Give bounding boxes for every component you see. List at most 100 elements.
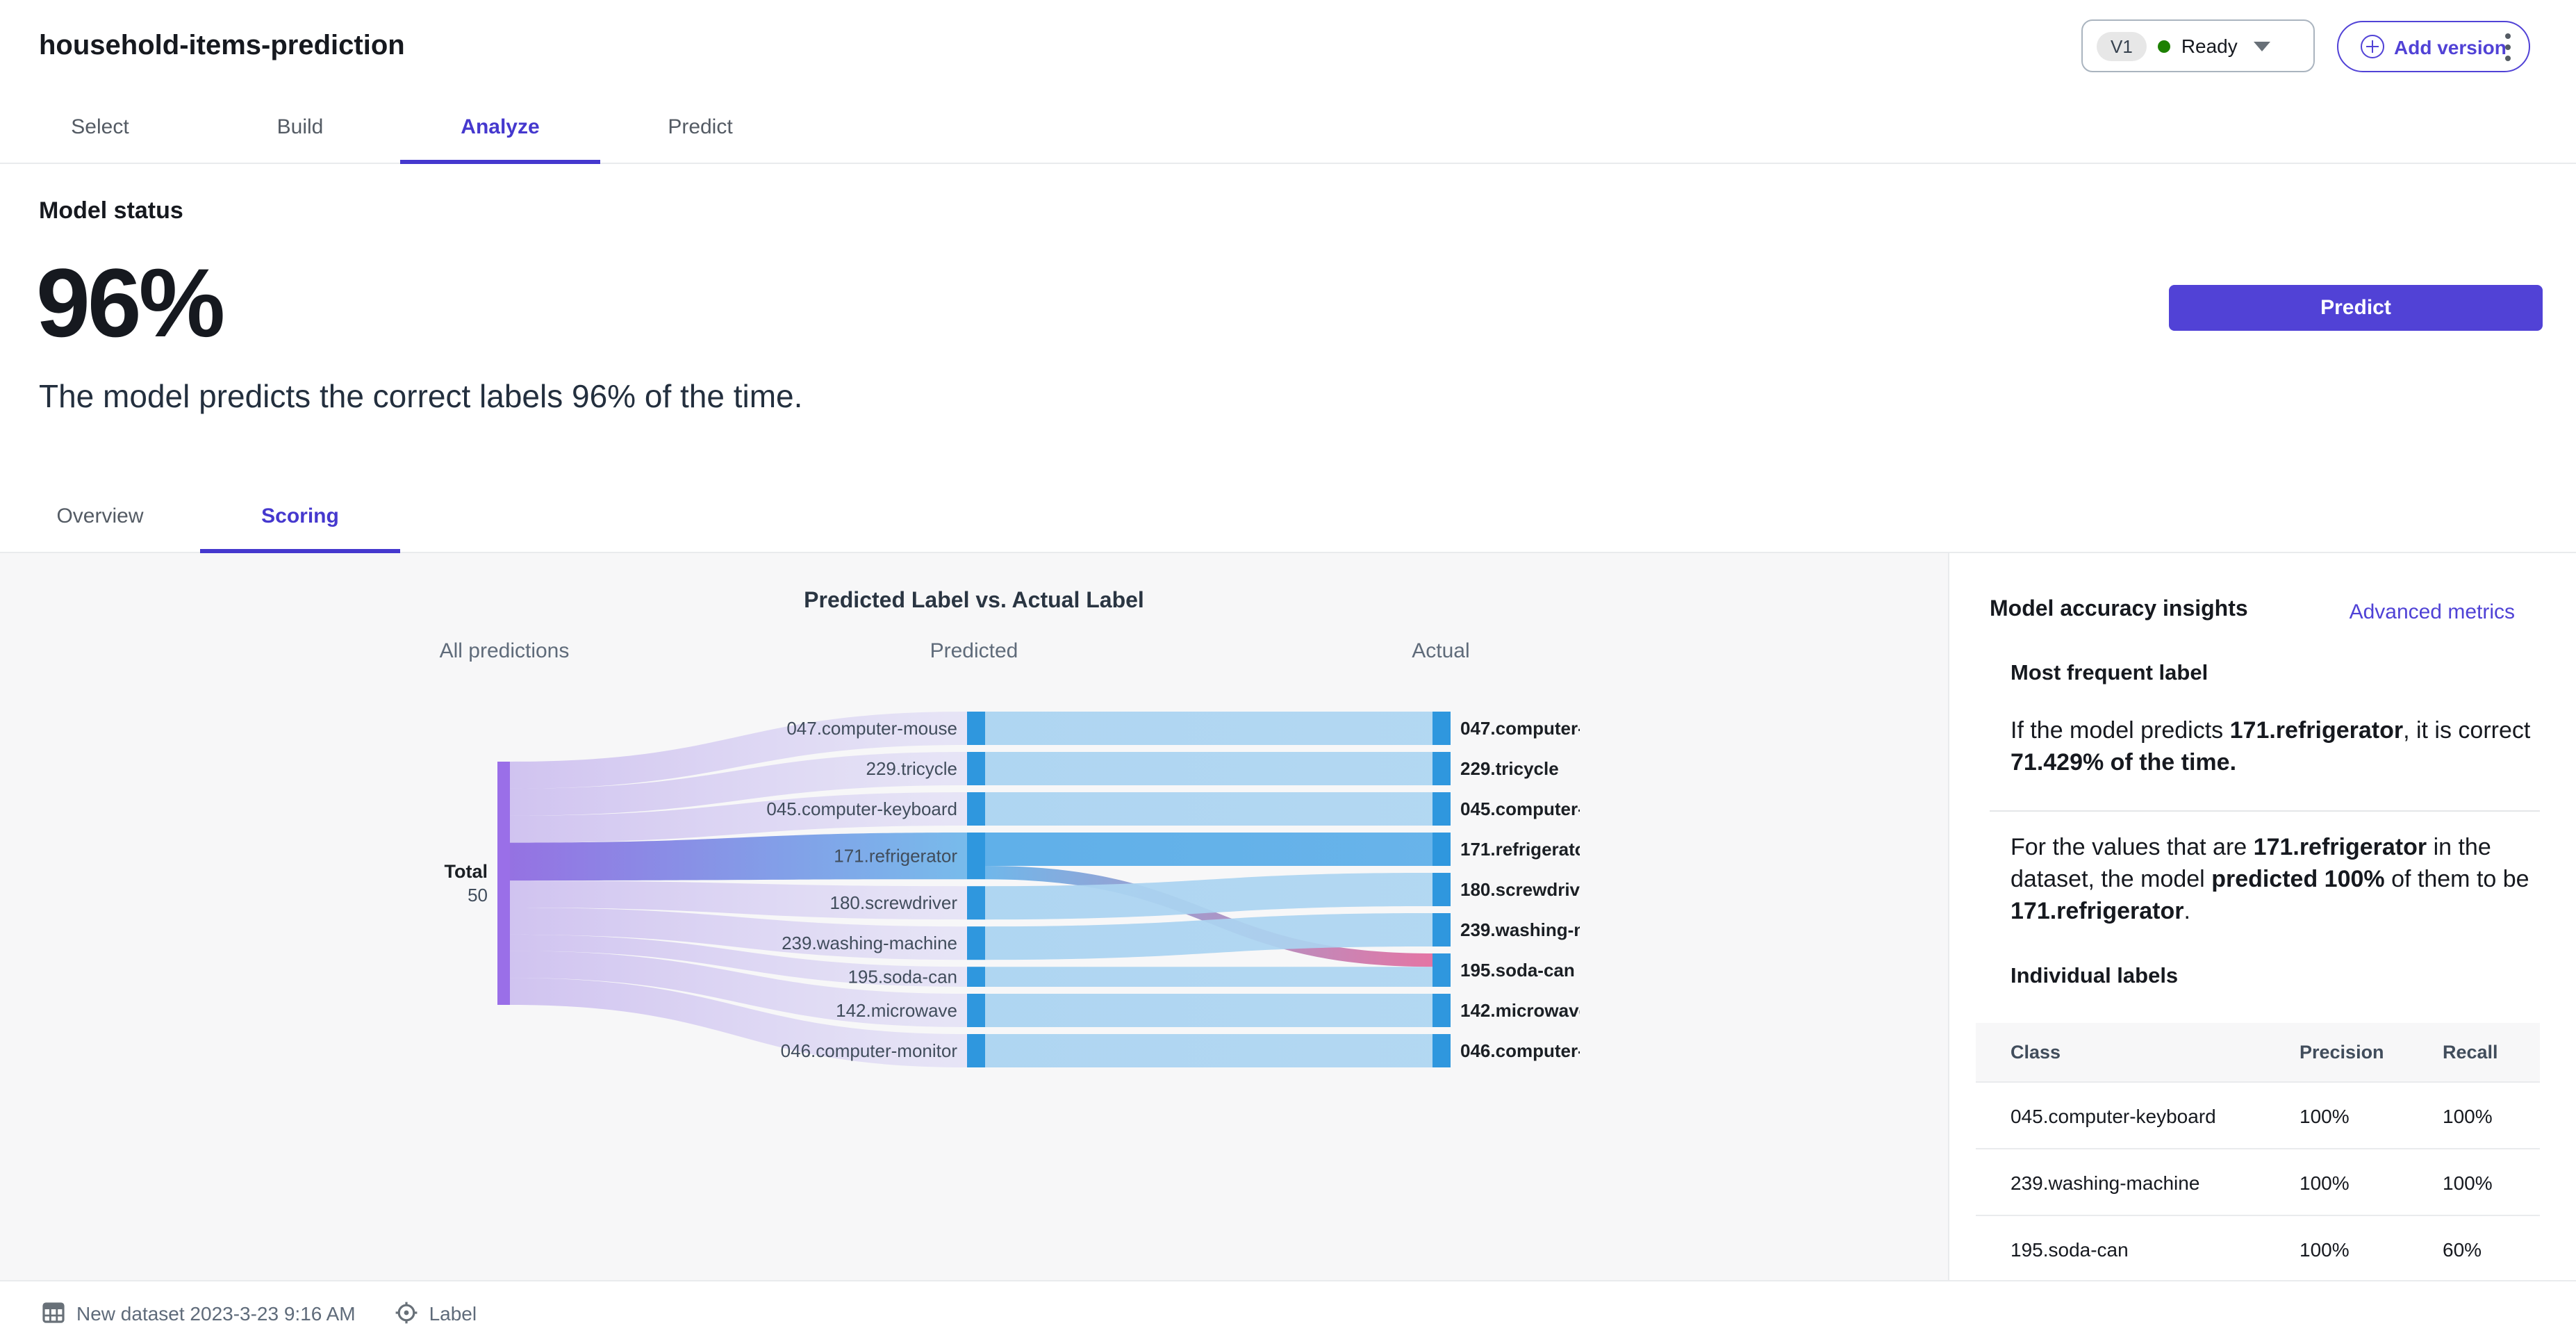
tab-select[interactable]: Select bbox=[71, 115, 129, 139]
sankey-node-predicted-239.washing-machine[interactable] bbox=[967, 926, 985, 960]
sankey-label-actual: 180.screwdriver bbox=[1460, 879, 1597, 900]
sankey-flow-total-to-046.computer-monitor[interactable] bbox=[510, 978, 967, 1067]
sankey-node-predicted-171.refrigerator[interactable] bbox=[967, 833, 985, 880]
status-ready-dot-icon bbox=[2157, 40, 2170, 52]
column-header-predicted: Predicted bbox=[930, 639, 1018, 663]
metrics-cell: 100% bbox=[2300, 1104, 2350, 1126]
sankey-flow-total-to-171.refrigerator[interactable] bbox=[510, 833, 967, 881]
model-accuracy-value: 96% bbox=[36, 249, 225, 357]
version-selector[interactable]: V1 Ready bbox=[2081, 19, 2315, 72]
most-frequent-label-heading: Most frequent label bbox=[2011, 662, 2208, 685]
sankey-node-actual-229.tricycle[interactable] bbox=[1433, 752, 1451, 785]
sankey-flow-total-to-142.microwave[interactable] bbox=[510, 951, 967, 1027]
tab-predict[interactable]: Predict bbox=[668, 115, 733, 139]
metrics-cell: 100% bbox=[2300, 1238, 2350, 1260]
target-icon bbox=[395, 1302, 417, 1324]
sankey-node-total[interactable] bbox=[497, 762, 510, 1005]
sankey-link-046.computer-monitor-to-046.computer-monitor[interactable] bbox=[985, 1034, 1433, 1067]
tab-build[interactable]: Build bbox=[276, 115, 324, 139]
advanced-metrics-link[interactable]: Advanced metrics bbox=[2349, 600, 2515, 624]
sankey-node-actual-046.computer-monitor[interactable] bbox=[1433, 1034, 1451, 1067]
metrics-table-row: 195.soda-can 100% 60% bbox=[1976, 1215, 2540, 1281]
tab-scoring[interactable]: Scoring bbox=[200, 484, 400, 553]
sankey-label-predicted: 239.washing-machine bbox=[782, 933, 957, 953]
sankey-label-actual: 195.soda-can bbox=[1460, 960, 1575, 981]
label-text: Label bbox=[429, 1302, 477, 1324]
insight-paragraph-recall: For the values that are 171.refrigerator… bbox=[2011, 834, 2529, 924]
sankey-label-predicted: 046.computer-monitor bbox=[781, 1040, 958, 1061]
sankey-node-predicted-045.computer-keyboard[interactable] bbox=[967, 792, 985, 826]
metrics-cell: 100% bbox=[2443, 1104, 2493, 1126]
sankey-label-actual: 229.tricycle bbox=[1460, 758, 1559, 779]
sankey-flow-total-to-239.washing-machine[interactable] bbox=[510, 908, 967, 960]
sankey-node-actual-239.washing-machine[interactable] bbox=[1433, 913, 1451, 946]
dataset-grid-icon bbox=[42, 1302, 65, 1323]
sankey-label-predicted: 142.microwave bbox=[836, 1000, 957, 1021]
more-options-button[interactable] bbox=[2498, 31, 2518, 64]
insights-heading: Model accuracy insights bbox=[1990, 598, 2248, 621]
sankey-label-total: Total bbox=[445, 861, 488, 882]
sankey-node-actual-195.soda-can[interactable] bbox=[1433, 953, 1451, 987]
sankey-node-actual-171.refrigerator[interactable] bbox=[1433, 833, 1451, 866]
sankey-node-actual-180.screwdriver[interactable] bbox=[1433, 873, 1451, 906]
add-version-label: Add version bbox=[2394, 35, 2507, 58]
sankey-flow-total-to-045.computer-keyboard[interactable] bbox=[510, 792, 967, 843]
sankey-node-actual-047.computer-mouse[interactable] bbox=[1433, 712, 1451, 745]
column-class: Class bbox=[2011, 1042, 2061, 1063]
app-header: household-items-prediction V1 Ready Add … bbox=[0, 0, 2576, 96]
sankey-flow-total-to-229.tricycle[interactable] bbox=[510, 752, 967, 816]
sankey-link-171.refrigerator-to-195.soda-can[interactable] bbox=[985, 866, 1433, 967]
sankey-link-239.washing-machine-to-239.washing-machine[interactable] bbox=[985, 913, 1433, 960]
insight-paragraph-precision: If the model predicts 171.refrigerator, … bbox=[2011, 717, 2531, 776]
secondary-tabs: Overview Scoring bbox=[0, 484, 2576, 553]
sankey-node-predicted-047.computer-mouse[interactable] bbox=[967, 712, 985, 745]
individual-labels-heading: Individual labels bbox=[2011, 965, 2179, 988]
sankey-node-predicted-046.computer-monitor[interactable] bbox=[967, 1034, 985, 1067]
chevron-down-icon bbox=[2254, 41, 2271, 51]
sankey-label-predicted: 229.tricycle bbox=[866, 758, 958, 779]
insights-divider bbox=[1990, 810, 2540, 812]
tab-overview[interactable]: Overview bbox=[56, 505, 144, 528]
sankey-link-195.soda-can-to-195.soda-can[interactable] bbox=[985, 967, 1433, 987]
column-precision: Precision bbox=[2300, 1042, 2384, 1063]
sankey-node-predicted-229.tricycle[interactable] bbox=[967, 752, 985, 785]
metrics-cell: 195.soda-can bbox=[2011, 1238, 2129, 1260]
sankey-label-predicted: 195.soda-can bbox=[848, 967, 957, 987]
predict-button[interactable]: Predict bbox=[2169, 285, 2543, 331]
sankey-node-actual-045.computer-keyboard[interactable] bbox=[1433, 792, 1451, 826]
page-title: household-items-prediction bbox=[39, 31, 405, 61]
sankey-link-229.tricycle-to-229.tricycle[interactable] bbox=[985, 752, 1433, 785]
sankey-link-047.computer-mouse-to-047.computer-mouse[interactable] bbox=[985, 712, 1433, 745]
sankey-link-045.computer-keyboard-to-045.computer-keyboard[interactable] bbox=[985, 792, 1433, 826]
tab-analyze[interactable]: Analyze bbox=[400, 95, 600, 164]
sankey-node-predicted-180.screwdriver[interactable] bbox=[967, 886, 985, 920]
sankey-label-predicted: 171.refrigerator bbox=[834, 846, 957, 867]
status-bar: New dataset 2023-3-23 9:16 AM Label bbox=[0, 1280, 2576, 1344]
dataset-info: New dataset 2023-3-23 9:16 AM bbox=[42, 1301, 356, 1325]
individual-labels-table: Class Precision Recall 045.computer-keyb… bbox=[1976, 1023, 2540, 1281]
metrics-table-row: 239.washing-machine 100% 100% bbox=[1976, 1148, 2540, 1215]
sankey-node-predicted-142.microwave[interactable] bbox=[967, 994, 985, 1027]
metrics-cell: 100% bbox=[2443, 1171, 2493, 1193]
sankey-label-actual: 239.washing-machine bbox=[1460, 919, 1647, 940]
add-version-button[interactable]: Add version bbox=[2337, 21, 2530, 72]
sankey-link-142.microwave-to-142.microwave[interactable] bbox=[985, 994, 1433, 1027]
sankey-link-180.screwdriver-to-180.screwdriver[interactable] bbox=[985, 873, 1433, 920]
status-text: Ready bbox=[2181, 35, 2238, 57]
model-accuracy-description: The model predicts the correct labels 96… bbox=[39, 378, 803, 414]
label-info: Label bbox=[395, 1301, 477, 1325]
sankey-node-predicted-195.soda-can[interactable] bbox=[967, 967, 985, 987]
version-badge: V1 bbox=[2097, 31, 2147, 60]
sankey-label-predicted: 045.computer-keyboard bbox=[766, 798, 957, 819]
sankey-link-171.refrigerator-to-171.refrigerator[interactable] bbox=[985, 833, 1433, 866]
metrics-table-row: 045.computer-keyboard 100% 100% bbox=[1976, 1081, 2540, 1148]
sankey-flow-total-to-180.screwdriver[interactable] bbox=[510, 880, 967, 920]
chart-title: Predicted Label vs. Actual Label bbox=[804, 589, 1144, 613]
column-recall: Recall bbox=[2443, 1042, 2498, 1063]
sankey-node-actual-142.microwave[interactable] bbox=[1433, 994, 1451, 1027]
primary-tabs: Select Build Analyze Predict bbox=[0, 95, 2576, 164]
sankey-flow-total-to-195.soda-can[interactable] bbox=[510, 934, 967, 987]
sankey-flow-total-to-047.computer-mouse[interactable] bbox=[510, 712, 967, 789]
sankey-chart: 047.computer-mouse 229.tricycle 045.comput… bbox=[445, 712, 1664, 1067]
sankey-label-actual: 045.computer-keyboard bbox=[1460, 798, 1664, 819]
